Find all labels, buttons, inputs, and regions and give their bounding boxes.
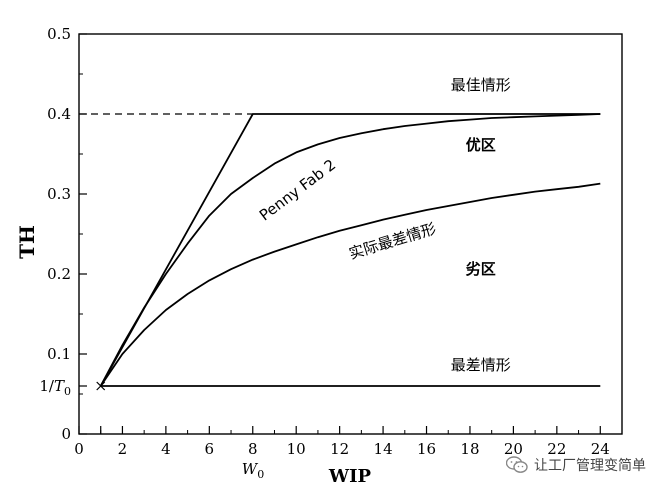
plot-border [78,33,623,435]
series-line-2 [99,113,601,387]
x-tick-label: 12 [330,440,349,458]
x-tick-label: 6 [205,440,215,458]
series-line-3 [99,182,601,387]
x-tick-label: 2 [118,440,128,458]
annotation-label-1: 优区 [466,136,496,154]
annotation-label-0: 最佳情形 [451,76,511,94]
x-tick-label: 20 [504,440,523,458]
x-tick-label: 8 [248,440,258,458]
annotation-label-2: Penny Fab 2 [256,156,339,225]
annotation-label-5: 最差情形 [451,356,511,374]
x-tick-label: 0 [74,440,84,458]
plot-frame [78,33,623,435]
y-tick-label: 0.5 [47,25,71,43]
x-tick-label: 10 [287,440,306,458]
series-layer [79,113,601,391]
x-tick-label: 24 [591,440,610,458]
y-special-tick-label: 1/T0 [39,377,71,398]
x-tick-label: 22 [547,440,566,458]
start-point-marker [96,381,106,391]
x-axis-label: WIP [328,466,372,487]
y-axis-label: TH [15,225,39,259]
x-tick-label: 14 [374,440,393,458]
y-tick-label: 0 [61,425,71,443]
watermark-text: 让工厂管理变简单 [534,458,646,474]
watermark: 让工厂管理变简单 [506,454,646,476]
wechat-icon [506,456,528,473]
x-special-tick-label: W0 [242,460,264,481]
y-axis-ticks: 0 0.1 0.2 0.3 0.4 0.5 1/T0 [39,25,87,443]
x-tick-label: 4 [161,440,171,458]
x-tick-label: 16 [417,440,436,458]
y-tick-label: 0.1 [47,345,71,363]
y-tick-label: 0.4 [47,105,71,123]
x-tick-label: 18 [460,440,479,458]
y-tick-label: 0.2 [47,265,71,283]
y-tick-label: 0.3 [47,185,71,203]
annotation-label-4: 劣区 [466,260,496,278]
